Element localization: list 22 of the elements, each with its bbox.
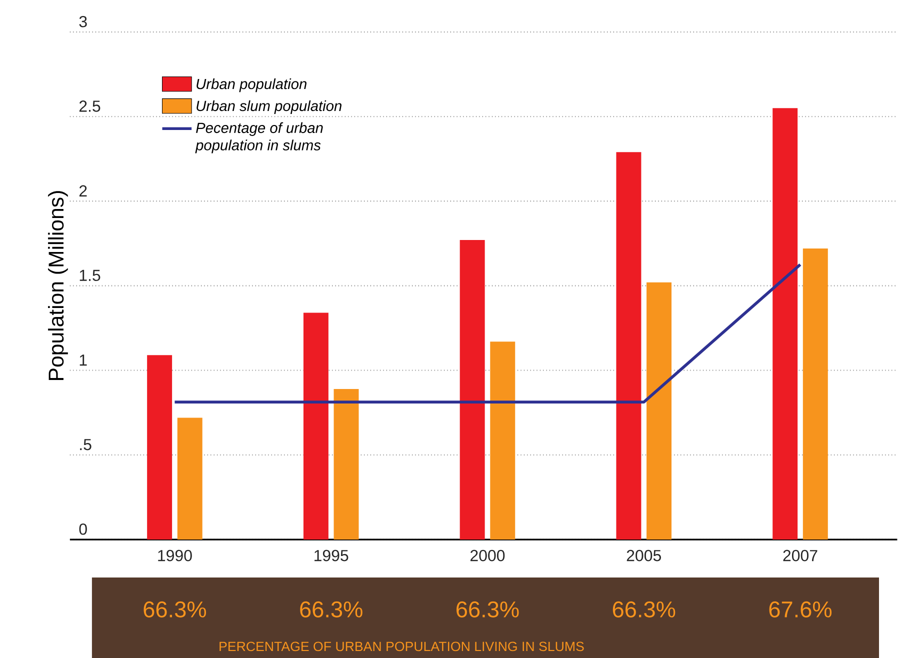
x-tick-label: 2005 (626, 550, 661, 562)
y-tick-label: 2 (79, 185, 87, 196)
y-tick-label: 2.5 (79, 100, 100, 112)
text: PERCENTAGE OF URBAN POPULATION LIVING IN SLUMS (220, 642, 584, 651)
data-label: 66.3% (144, 601, 206, 618)
x-tick-label: 2000 (470, 550, 505, 562)
y-axis-title: Population (Millions) (48, 190, 68, 380)
data-label: 66.3% (456, 601, 519, 618)
y-tick-label: 0 (79, 523, 87, 535)
x-tick-label: 2007 (783, 550, 818, 562)
x-tick-label: 1990 (158, 550, 192, 562)
y-tick-label: 1 (80, 354, 87, 366)
data-label: 66.3% (300, 601, 362, 618)
y-tick-label: .5 (80, 438, 92, 450)
y-tick-label: 3 (79, 16, 87, 28)
data-label: 67.6% (769, 601, 832, 618)
legend-label: Urban population (196, 78, 306, 92)
legend-label: Urban slum population (196, 100, 342, 114)
x-tick-label: 1995 (314, 550, 348, 562)
data-label: 66.3% (612, 601, 676, 618)
y-tick-label: 1.5 (80, 270, 100, 281)
legend-label: Pecentage of urban population in slums (195, 122, 323, 154)
